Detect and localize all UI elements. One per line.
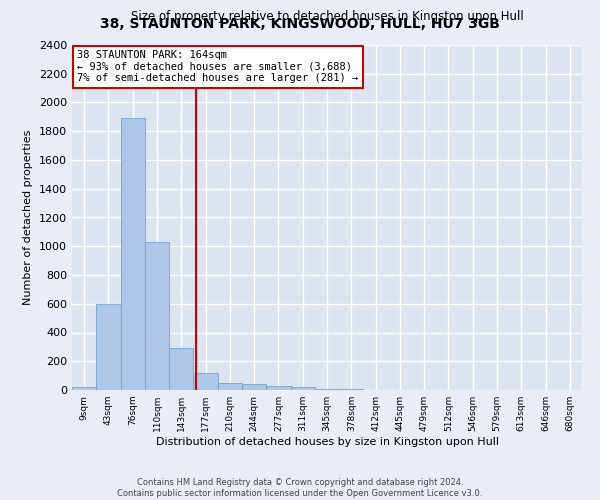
Title: Size of property relative to detached houses in Kingston upon Hull: Size of property relative to detached ho… (131, 10, 523, 23)
Bar (315, 388, 339, 390)
Bar (121, 118, 145, 390)
Bar (242, 384, 266, 390)
X-axis label: Distribution of detached houses by size in Kingston upon Hull: Distribution of detached houses by size … (155, 437, 499, 447)
Text: Contains HM Land Registry data © Crown copyright and database right 2024.
Contai: Contains HM Land Registry data © Crown c… (118, 478, 482, 498)
Y-axis label: Number of detached properties: Number of detached properties (23, 130, 34, 305)
Bar (145, 242, 169, 390)
Bar (169, 348, 193, 390)
Bar (290, 387, 315, 390)
Bar (193, 373, 218, 390)
Bar (96, 304, 121, 390)
Bar (218, 383, 242, 390)
Text: 38, STAUNTON PARK, KINGSWOOD, HULL, HU7 3GB: 38, STAUNTON PARK, KINGSWOOD, HULL, HU7 … (100, 18, 500, 32)
Bar (266, 386, 290, 390)
Bar (72, 387, 96, 390)
Text: 38 STAUNTON PARK: 164sqm
← 93% of detached houses are smaller (3,688)
7% of semi: 38 STAUNTON PARK: 164sqm ← 93% of detach… (77, 50, 358, 84)
